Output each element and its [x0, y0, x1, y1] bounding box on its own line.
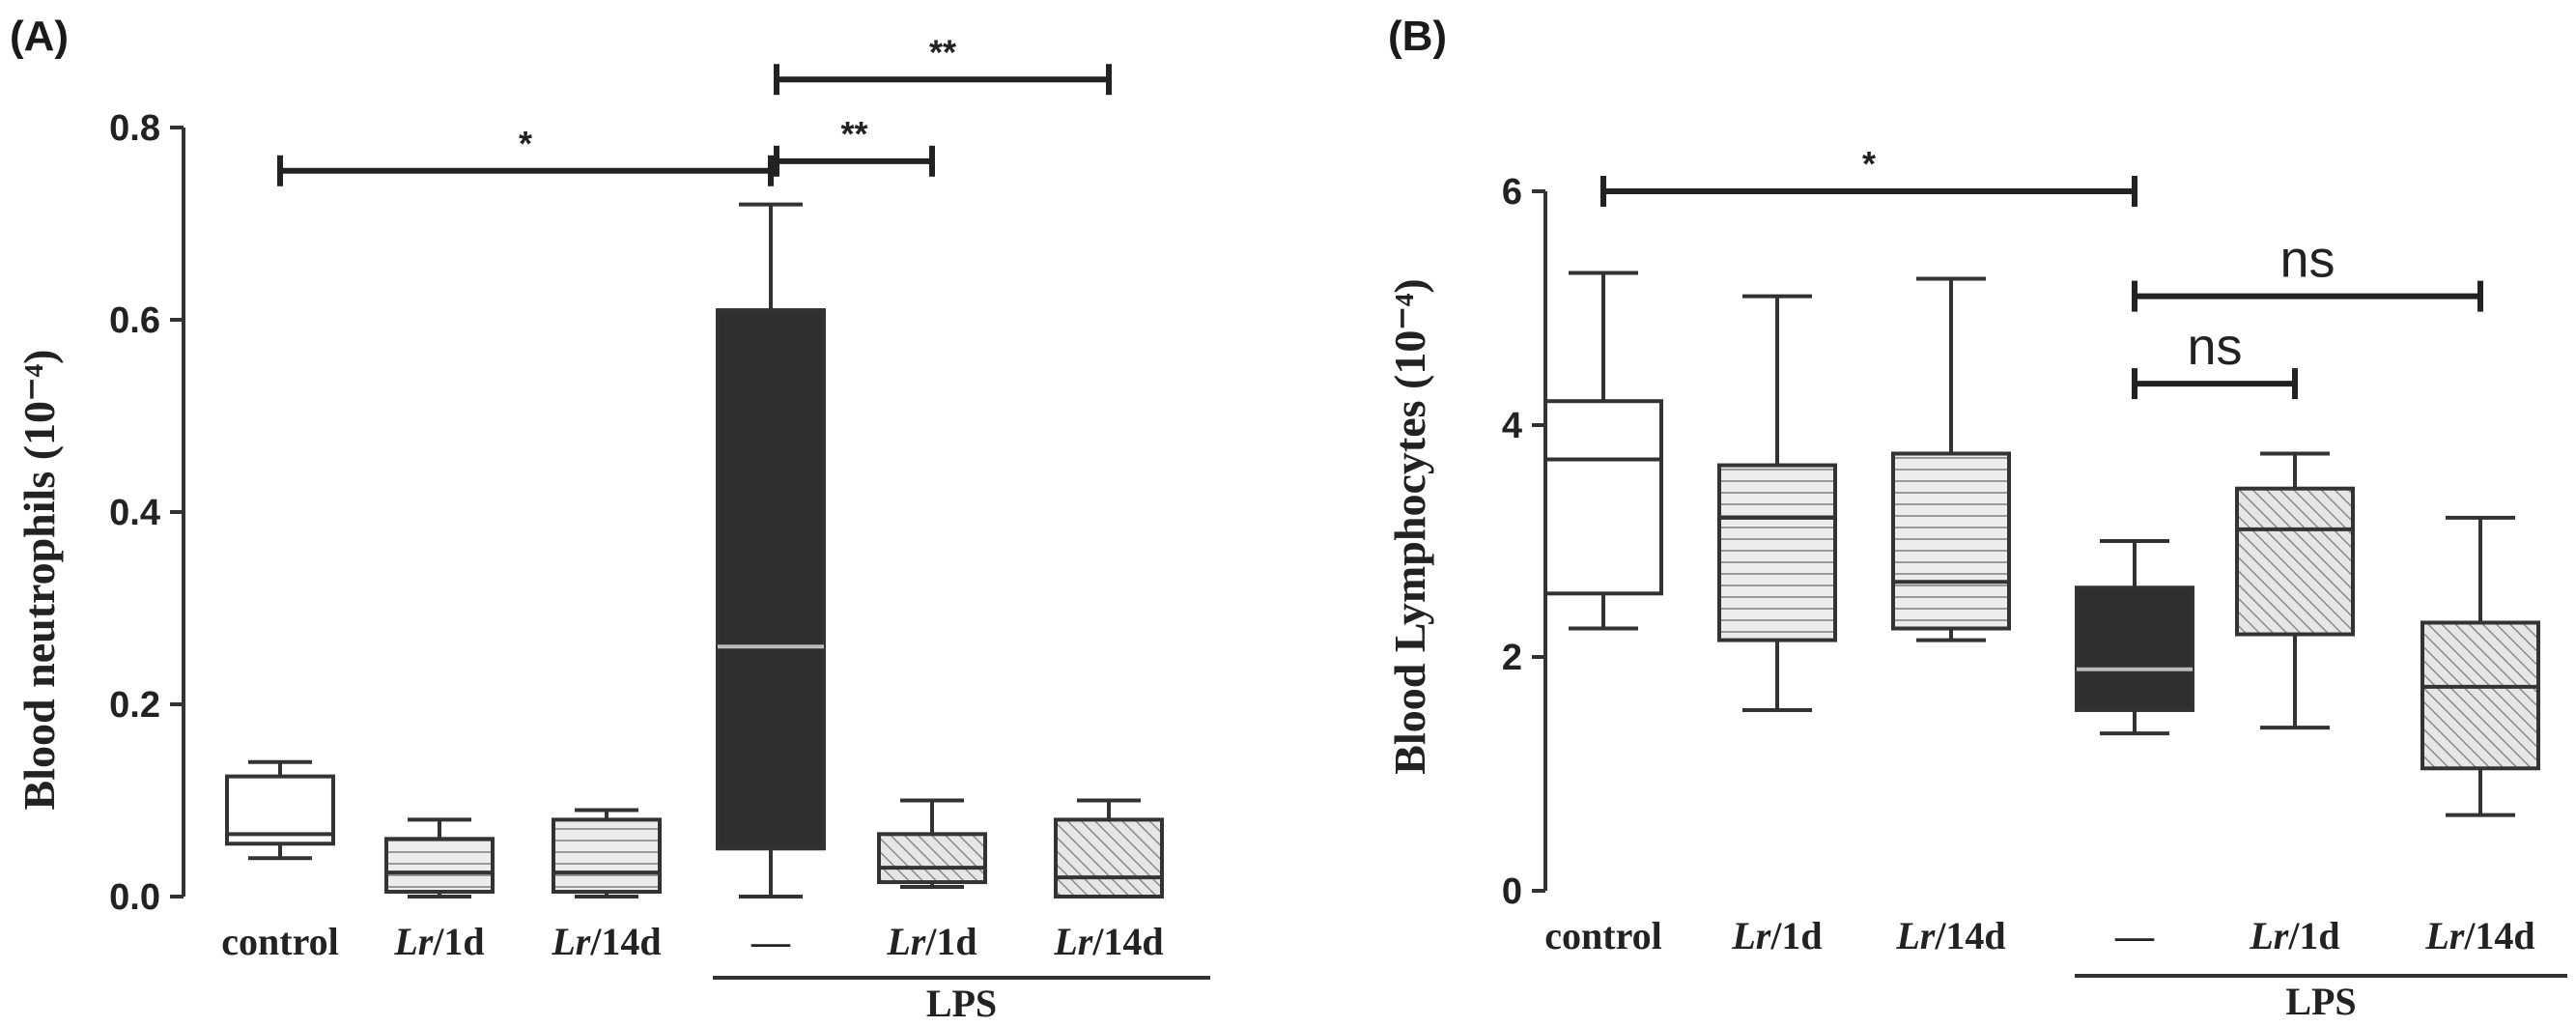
y-tick-label: 0.0: [109, 877, 160, 918]
box-iqr: [877, 832, 987, 885]
y-tick-label: 4: [1502, 406, 1522, 446]
box-5: [877, 798, 987, 890]
box-iqr: [1054, 817, 1164, 899]
plot-area: 0 2 4 6 control Lr/1d Lr/14d — Lr/1d Lr/14d LPS * ns…: [1502, 144, 2567, 1023]
y-tick-label: 0.4: [109, 493, 160, 533]
significance-label: ns: [2279, 231, 2335, 289]
x-category-label: Lr/14d: [551, 920, 661, 963]
x-category-label: Lr/14d: [2424, 914, 2534, 957]
box-4: [2075, 539, 2194, 736]
box-3: [552, 808, 662, 899]
x-category-label: Lr/1d: [886, 920, 977, 963]
significance-bracket: *: [277, 124, 774, 186]
significance-bracket: ns: [2132, 231, 2483, 312]
box-iqr: [716, 308, 826, 851]
plot-area: 0.0 0.2 0.4 0.6 0.8 control Lr/1d Lr/14d — Lr/1d L…: [109, 32, 1210, 1025]
box-iqr: [2235, 486, 2355, 637]
significance-label: ns: [2187, 318, 2242, 376]
significance-bracket: **: [774, 114, 935, 177]
box-iqr: [2075, 585, 2194, 712]
y-axis-title: Blood neutrophils (10⁻⁴): [14, 350, 64, 811]
x-category-label: control: [1544, 914, 1661, 957]
group-label: LPS: [2285, 980, 2356, 1023]
box-iqr: [2420, 620, 2540, 771]
significance-bracket: **: [774, 32, 1112, 96]
x-category-label: Lr/1d: [393, 920, 484, 963]
significance-label: **: [840, 114, 867, 154]
box-iqr: [552, 817, 662, 895]
x-category-label: control: [221, 920, 338, 963]
x-category-label: Lr/14d: [1895, 914, 2005, 957]
y-tick-label: 2: [1502, 638, 1522, 678]
box-6: [1054, 798, 1164, 899]
box-iqr: [1717, 463, 1837, 642]
box-4: [716, 202, 826, 899]
box-5: [2235, 451, 2355, 730]
significance-label: **: [929, 32, 956, 71]
significance-bracket: *: [1600, 144, 2137, 207]
significance-label: *: [1862, 144, 1876, 184]
box-3: [1891, 276, 2011, 642]
y-tick-label: 6: [1502, 172, 1522, 213]
panel-label: (A): [10, 13, 69, 60]
x-category-label: Lr/1d: [2249, 914, 2339, 957]
y-tick-label: 0.2: [109, 685, 160, 726]
box-iqr: [384, 837, 495, 895]
y-tick-label: 0.8: [109, 108, 160, 149]
x-category-label: Lr/1d: [1731, 914, 1822, 957]
box-6: [2420, 515, 2540, 817]
y-axis-title: Blood Lymphocytes (10⁻⁴): [1385, 278, 1434, 774]
box-iqr: [1543, 399, 1663, 596]
box-1: [1543, 271, 1663, 631]
x-category-label: Lr/14d: [1053, 920, 1163, 963]
significance-label: *: [519, 124, 532, 163]
panel-label: (B): [1388, 13, 1447, 60]
y-tick-label: 0.6: [109, 300, 160, 341]
panel-a: (A) Blood neutrophils (10⁻⁴) 0.00.20.40.…: [10, 13, 1210, 1025]
box-2: [384, 817, 495, 899]
box-iqr: [1891, 451, 2011, 631]
box-1: [225, 759, 335, 861]
box-2: [1717, 294, 1837, 712]
y-tick-label: 0: [1502, 871, 1522, 912]
significance-bracket: ns: [2132, 318, 2298, 400]
x-category-label: —: [750, 920, 791, 963]
group-label: LPS: [926, 982, 997, 1025]
panel-b: (B) Blood Lymphocytes (10⁻⁴) 0 2 4 6 control…: [1385, 13, 2567, 1023]
x-category-label: —: [2114, 914, 2155, 957]
